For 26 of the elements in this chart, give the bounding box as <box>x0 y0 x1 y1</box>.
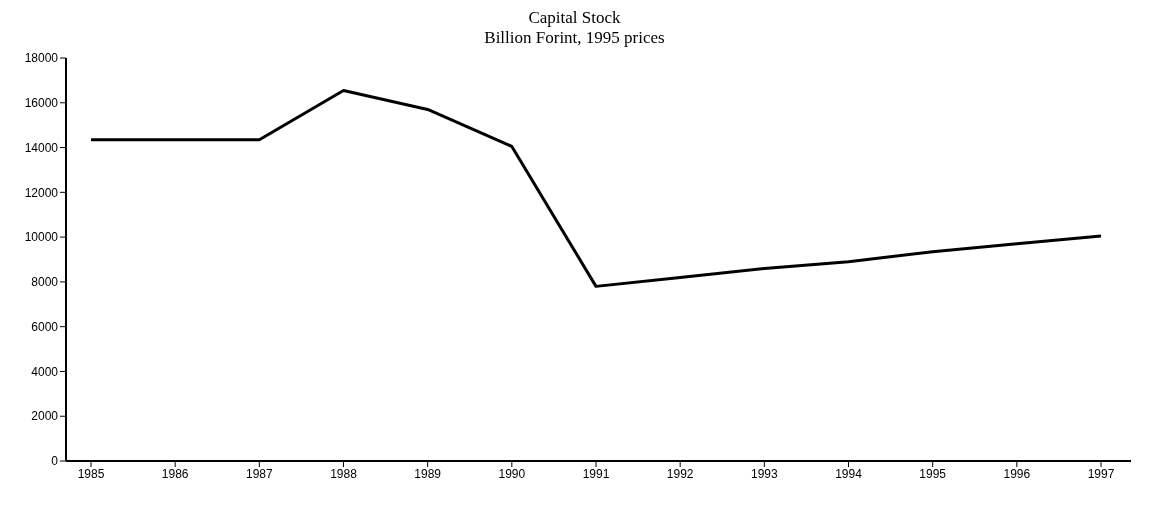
x-tick-label: 1992 <box>666 466 694 481</box>
x-tick-label: 1997 <box>1087 466 1115 481</box>
x-tick-label: 1993 <box>750 466 778 481</box>
chart-title: Capital Stock <box>527 8 622 28</box>
x-tick-label: 1991 <box>582 466 610 481</box>
x-tick-label: 1985 <box>77 466 105 481</box>
y-tick-label: 4000 <box>31 364 59 379</box>
x-tick-label: 1996 <box>1003 466 1031 481</box>
chart-subtitle: Billion Forint, 1995 prices <box>483 28 666 48</box>
y-tick-label: 16000 <box>24 96 59 111</box>
x-tick-label: 1989 <box>414 466 442 481</box>
y-tick-label: 8000 <box>31 275 59 290</box>
y-tick-label: 10000 <box>24 230 59 245</box>
y-tick-label: 2000 <box>31 409 59 424</box>
y-tick-label: 18000 <box>24 51 59 66</box>
y-tick-label: 0 <box>51 454 59 469</box>
x-tick-label: 1995 <box>919 466 947 481</box>
y-tick-label: 14000 <box>24 140 59 155</box>
y-tick-label: 6000 <box>31 319 59 334</box>
x-tick-label: 1988 <box>330 466 358 481</box>
x-tick-label: 1990 <box>498 466 526 481</box>
x-tick-label: 1994 <box>835 466 863 481</box>
x-tick-label: 1986 <box>161 466 189 481</box>
x-tick-label: 1987 <box>245 466 273 481</box>
y-tick-label: 12000 <box>24 185 59 200</box>
line-series <box>89 88 1103 288</box>
